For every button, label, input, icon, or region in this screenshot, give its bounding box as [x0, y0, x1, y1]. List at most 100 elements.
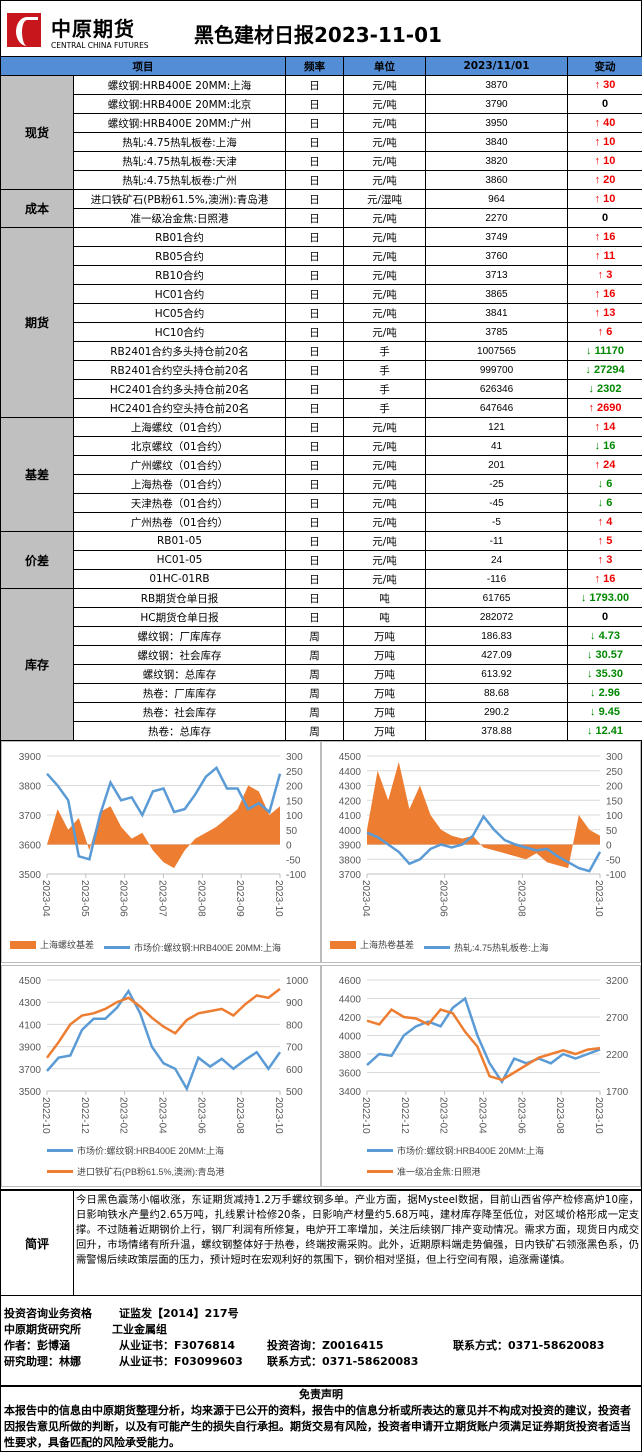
item-cell: 热轧:4.75热轧板卷:天津 [73, 151, 286, 171]
legend-item: 进口铁矿石(PB粉61.5%,澳洲):青岛港 [47, 1165, 312, 1178]
table-row: 01HC-01RB 日元/吨 -116 ↑ 16 [1, 569, 642, 589]
change-value: 6 [606, 478, 613, 490]
arrow-up-icon: ↑ [588, 402, 594, 414]
unit-cell: 吨 [343, 588, 426, 608]
y-left-tick: 3400 [339, 1087, 362, 1098]
freq-cell: 周 [285, 721, 344, 741]
table-row: HC期货仓单日报日吨 282072 0 [1, 607, 642, 627]
price-line-series [366, 814, 602, 873]
item-cell: RB01-05 [73, 531, 286, 551]
freq-cell: 日 [285, 474, 344, 494]
change-value: 2.96 [598, 687, 620, 699]
value-cell: -45 [425, 493, 568, 513]
table-row: HC10合约日元/吨 3785 ↑ 6 [1, 322, 642, 342]
category-cell: 现货 [0, 75, 74, 190]
unit-cell: 手 [343, 398, 426, 418]
table-row: 热卷：厂库库存周万吨 88.68 ↓ 2.96 [1, 683, 642, 703]
change-value: 4.73 [598, 630, 620, 642]
change-cell: ↑ 13 [567, 303, 642, 323]
category-cell: 期货 [0, 227, 74, 418]
x-tick-label: 2023-08 [554, 1097, 565, 1134]
change-value: 40 [603, 117, 616, 129]
unit-cell: 手 [343, 360, 426, 380]
value-cell: 282072 [425, 607, 568, 627]
change-value: 35.30 [595, 668, 624, 680]
item-cell: 天津热卷（01合约） [73, 493, 286, 513]
change-cell: ↑ 24 [567, 455, 642, 475]
y-right-tick: 50 [606, 826, 618, 837]
freq-cell: 日 [285, 265, 344, 285]
change-cell: ↑ 40 [567, 113, 642, 133]
price-table: 项目 频率 单位 2023/11/01 变动 现货 螺纹钢:HRB400E 20M… [0, 56, 642, 741]
arrow-up-icon: ↑ [597, 554, 604, 566]
y-right-tick: 200 [606, 782, 623, 793]
freq-cell: 日 [285, 569, 344, 589]
col-unit: 单位 [343, 56, 426, 76]
y-left-tick: 3600 [339, 1069, 362, 1080]
x-tick-label: 2023-06 [515, 1097, 526, 1134]
freq-cell: 日 [285, 75, 344, 95]
x-tick-label: 2023-08 [515, 880, 526, 917]
freq-cell: 日 [285, 455, 344, 475]
legend-item: 市场价:螺纹钢:HRB400E 20MM:上海 [367, 1144, 632, 1157]
y-right-tick: -100 [286, 870, 306, 881]
unit-cell: 元/吨 [343, 170, 426, 190]
value-cell: 24 [425, 550, 568, 570]
value-cell: -116 [425, 569, 568, 589]
value-cell: 613.92 [425, 664, 568, 684]
arrow-down-icon: ↓ [588, 383, 594, 395]
unit-cell: 万吨 [343, 664, 426, 684]
change-cell: ↓ 6 [567, 493, 642, 513]
change-cell: ↓ 4.73 [567, 626, 642, 646]
change-value: 2302 [597, 383, 622, 395]
freq-cell: 日 [285, 132, 344, 152]
y-right-tick: 100 [606, 811, 623, 822]
legend-swatch-icon [47, 1149, 73, 1152]
chart-rebar-basis: 3500 3600 3700 3800 3900 -100 -50 0 50 100 150 200 2… [1, 741, 321, 963]
y-left-tick: 3500 [19, 870, 42, 881]
chart-hotcoil-basis: 3700 3800 3900 4000 4100 4200 4300 4400 4500 -100… [321, 741, 641, 963]
value-cell: 3870 [425, 75, 568, 95]
x-tick-label: 2023-04 [360, 880, 371, 917]
logo-cn: 中原期货 [51, 17, 135, 41]
value-cell: 964 [425, 189, 568, 209]
legend-label: 准一级冶金焦:日照港 [397, 1167, 481, 1177]
table-row: 热轧:4.75热轧板卷:广州日元/吨 3860 ↑ 20 [1, 170, 642, 190]
table-row: 准一级冶金焦:日照港日元/吨 2270 0 [1, 208, 642, 228]
commentary: 简评 今日黑色震荡小幅收涨，东证期货减持1.2万手螺纹钢多单。产业方面，据Mys… [0, 1190, 642, 1296]
unit-cell: 元/吨 [343, 94, 426, 114]
legend-swatch-icon [47, 1170, 73, 1173]
item-cell: 螺纹钢:HRB400E 20MM:广州 [73, 113, 286, 133]
freq-cell: 日 [285, 436, 344, 456]
freq-cell: 日 [285, 246, 344, 266]
legend-swatch-icon [10, 940, 36, 949]
legend-item: 上海螺纹基差 [10, 938, 94, 951]
y-left-tick: 4500 [19, 976, 42, 987]
arrow-up-icon: ↑ [594, 136, 601, 148]
freq-cell: 日 [285, 398, 344, 418]
arrow-down-icon: ↓ [590, 706, 596, 718]
arrow-up-icon: ↑ [594, 117, 601, 129]
item-cell: 热卷：社会库存 [73, 702, 286, 722]
col-item: 项目 [0, 56, 286, 76]
y-left-tick: 3700 [19, 811, 42, 822]
change-cell: ↓ 30.57 [567, 645, 642, 665]
value-cell: 647646 [425, 398, 568, 418]
unit-cell: 元/吨 [343, 474, 426, 494]
item-cell: 热卷：厂库库存 [73, 683, 286, 703]
x-tick-label: 2023-07 [157, 880, 168, 917]
table-row: 热卷：总库存周万吨 378.88 ↓ 12.41 [1, 721, 642, 741]
item-cell: 广州螺纹（01合约） [73, 455, 286, 475]
commentary-text: 今日黑色震荡小幅收涨，东证期货减持1.2万手螺纹钢多单。产业方面，据Mystee… [76, 1194, 639, 1266]
x-tick-label: 2023-05 [79, 880, 90, 917]
arrow-down-icon: ↓ [597, 497, 604, 509]
item-cell: HC2401合约多头持仓前20名 [73, 379, 286, 399]
item-cell: RB2401合约多头持仓前20名 [73, 341, 286, 361]
y-left-tick: 4300 [19, 998, 42, 1009]
unit-cell: 元/吨 [343, 569, 426, 589]
unit-cell: 万吨 [343, 721, 426, 741]
unit-cell: 元/吨 [343, 265, 426, 285]
y-left-tick: 4200 [339, 796, 362, 807]
value-cell: 626346 [425, 379, 568, 399]
y-right-tick: 300 [286, 752, 303, 763]
